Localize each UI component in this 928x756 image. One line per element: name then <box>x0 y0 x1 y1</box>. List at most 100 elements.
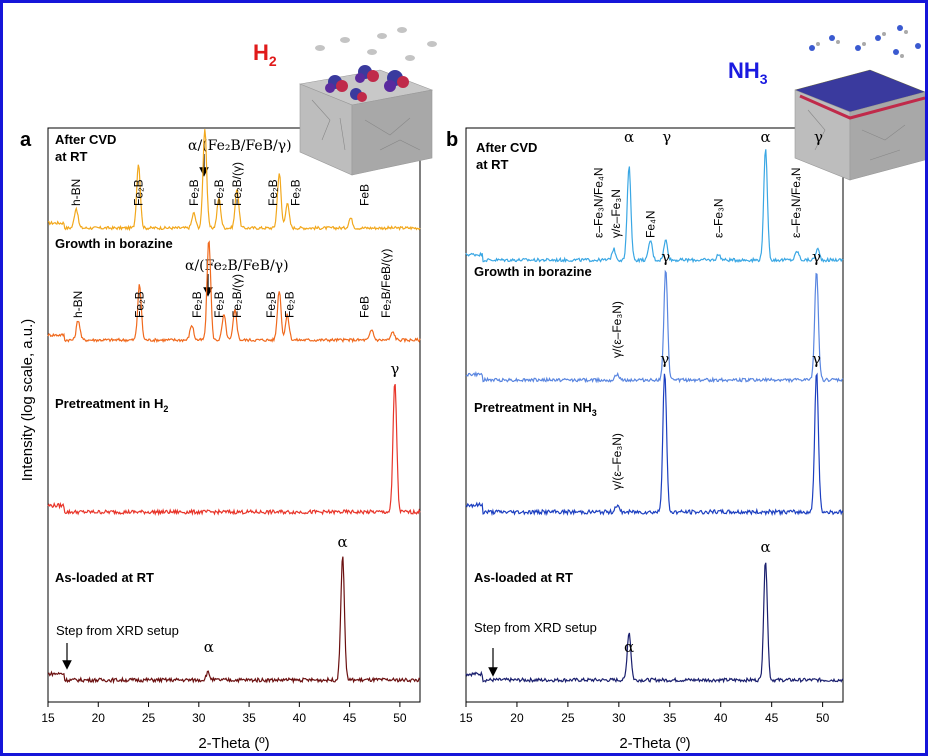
xrd-figure: Intensity (log scale, a.u.) a 15 20 25 30 35… <box>19 25 925 752</box>
panel-a-x-tick-label: 30 <box>192 711 206 725</box>
panel-a-trace-1-label-line2: at RT <box>55 149 88 164</box>
panel-b-trace-3-label: Pretreatment in NH3 <box>474 400 597 418</box>
panel-a-peak-label: Fe₂B <box>282 291 296 318</box>
panel-a-trace-1-label: After CVD <box>55 132 116 147</box>
panel-b-letter: b <box>446 129 458 151</box>
panel-b-peak-label: α <box>624 128 634 146</box>
panel-b-x-axis: 15 20 25 30 35 40 45 50 <box>459 702 830 725</box>
panel-b-gas-sub: 3 <box>760 71 768 87</box>
panel-a-trace-3-label-main: Pretreatment in H <box>55 396 163 411</box>
panel-a-peak-label: FeB <box>358 184 372 206</box>
panel-b-peak-label: γ <box>660 350 669 368</box>
panel-b-peak-labels: ε–Fe₃N/Fe₄N γ/ε–Fe₃N α Fe₄N γ ε–Fe₃N α ε–Fe₃N/F… <box>591 128 823 656</box>
panel-b-peak-label: γ/(ε–Fe₃N) <box>610 301 624 358</box>
panel-a-peak-label: Fe₂B <box>212 179 226 206</box>
panel-b-step-note: Step from XRD setup <box>474 620 597 635</box>
panel-a-trace-3-label: Pretreatment in H2 <box>55 396 168 414</box>
panel-a-gas-label: H2 <box>253 40 277 69</box>
panel-a-x-axis: 15 20 25 30 35 40 45 50 <box>41 702 407 725</box>
panel-a-gas-sub: 2 <box>269 53 277 69</box>
panel-a-peak-label: h-BN <box>71 291 85 318</box>
panel-b-trace-2-label: Growth in borazine <box>474 264 592 279</box>
panel-b-x-tick-label: 45 <box>765 711 779 725</box>
panel-a-x-axis-label: 2-Theta (º) <box>198 735 269 752</box>
panel-b-peak-label: γ <box>812 350 821 368</box>
panel-b-gas-label: NH3 <box>728 58 768 87</box>
panel-b-peak-label: Fe₄N <box>643 210 657 238</box>
panel-a-peak-label: Fe₂B/(γ) <box>230 274 244 318</box>
panel-a-x-tick-label: 50 <box>393 711 407 725</box>
panel-b-x-axis-label: 2-Theta (º) <box>619 735 690 752</box>
panel-a-peak-label: Fe₂B <box>187 179 201 206</box>
panel-a-peak-label: Fe₂B <box>264 291 278 318</box>
panel-a-substrate-illustration <box>298 27 437 176</box>
panel-a-x-tick-label: 40 <box>293 711 307 725</box>
panel-b-peak-label: α <box>760 538 770 556</box>
panel-b-trace-4-label: As-loaded at RT <box>474 570 573 585</box>
panel-b-x-tick-label: 35 <box>663 711 677 725</box>
panel-a-gas-main: H <box>253 40 269 65</box>
panel-a-trace-4-label: As-loaded at RT <box>55 570 154 585</box>
panel-b-peak-label: ε–Fe₃N/Fe₄N <box>591 168 605 238</box>
panel-b-trace-3-label-main: Pretreatment in NH <box>474 400 592 415</box>
panel-b-x-tick-label: 15 <box>459 711 473 725</box>
panel-b-gas-main: NH <box>728 58 760 83</box>
panel-a-peak-label: Fe₂B <box>288 179 302 206</box>
panel-b-peak-label: γ <box>661 248 670 266</box>
panel-a-peak-label: α <box>204 638 214 656</box>
panel-b-trace-4 <box>465 562 844 684</box>
panel-b-x-tick-label: 25 <box>561 711 575 725</box>
panel-a-x-tick-label: 45 <box>343 711 357 725</box>
panel-b-trace-2 <box>465 269 844 384</box>
y-axis-label: Intensity (log scale, a.u.) <box>19 319 36 482</box>
panel-b-peak-label: γ/ε–Fe₃N <box>609 189 623 238</box>
panel-a-peak-label: Fe₂B/FeB/(γ) <box>379 249 393 318</box>
panel-b-peak-label: γ <box>814 128 823 146</box>
panel-b-trace-1 <box>465 149 844 264</box>
panel-a-peak-label: Fe₂B <box>266 179 280 206</box>
panel-a-peak-label: FeB <box>358 296 372 318</box>
panel-a-trace-4 <box>47 556 421 685</box>
panel-a-peak-label: Fe₂B <box>131 179 145 206</box>
panel-b-traces <box>465 149 844 684</box>
panel-b-trace-3 <box>465 372 844 517</box>
panel-b-substrate-illustration <box>794 25 925 181</box>
panel-b: b 15 20 25 30 35 40 45 50 2-Theta (º) NH3 After… <box>446 25 925 752</box>
panel-b-peak-label: γ <box>812 248 821 266</box>
panel-b-x-tick-label: 20 <box>510 711 524 725</box>
panel-a-traces <box>47 129 421 685</box>
panel-a-trace-1 <box>47 129 421 232</box>
panel-a-x-tick-label: 25 <box>142 711 156 725</box>
panel-b-peak-label: α <box>624 638 634 656</box>
panel-a-trace-3-label-sub: 2 <box>163 404 168 414</box>
panel-a-peak-label: Fe₂B/(γ) <box>230 162 244 206</box>
panel-a-peak-labels: h-BN Fe₂B Fe₂B Fe₂B Fe₂B/(γ) Fe₂B Fe₂B FeB h-BN F… <box>69 162 399 656</box>
panel-a-mixed-label-1: α/(Fe₂B/FeB/γ) <box>188 138 292 154</box>
panel-a-x-tick-label: 35 <box>242 711 256 725</box>
panel-a-gas-molecules-icon <box>315 27 437 61</box>
panel-a-peak-label: α <box>338 533 348 551</box>
panel-b-plot-area <box>465 127 844 703</box>
panel-a-peak-label: Fe₂B <box>190 291 204 318</box>
panel-a-mixed-label-2: α/(Fe₂B/FeB/γ) <box>185 258 289 274</box>
panel-a: a 15 20 25 30 35 40 45 50 2-Theta (º) H2 <box>20 27 437 752</box>
panel-a-plot-area <box>47 127 421 703</box>
panel-a-letter: a <box>20 129 32 151</box>
panel-b-x-tick-label: 50 <box>816 711 830 725</box>
panel-b-trace-3-label-sub: 3 <box>592 408 597 418</box>
panel-a-trace-2-label: Growth in borazine <box>55 236 173 251</box>
panel-a-peak-label: γ <box>390 360 399 378</box>
panel-a-step-note: Step from XRD setup <box>56 623 179 638</box>
panel-b-trace-1-label: After CVD <box>476 140 537 155</box>
panel-b-peak-label: γ <box>662 128 671 146</box>
panel-a-x-tick-label: 15 <box>41 711 55 725</box>
panel-b-peak-label: α <box>760 128 770 146</box>
panel-a-trace-3 <box>47 383 421 517</box>
panel-b-gas-molecules-icon <box>809 25 921 58</box>
panel-b-x-tick-label: 40 <box>714 711 728 725</box>
panel-a-iron-clusters-icon <box>325 65 409 102</box>
panel-b-peak-label: ε–Fe₃N/Fe₄N <box>789 168 803 238</box>
panel-a-peak-label: Fe₂B <box>132 291 146 318</box>
panel-a-x-tick-label: 20 <box>92 711 106 725</box>
